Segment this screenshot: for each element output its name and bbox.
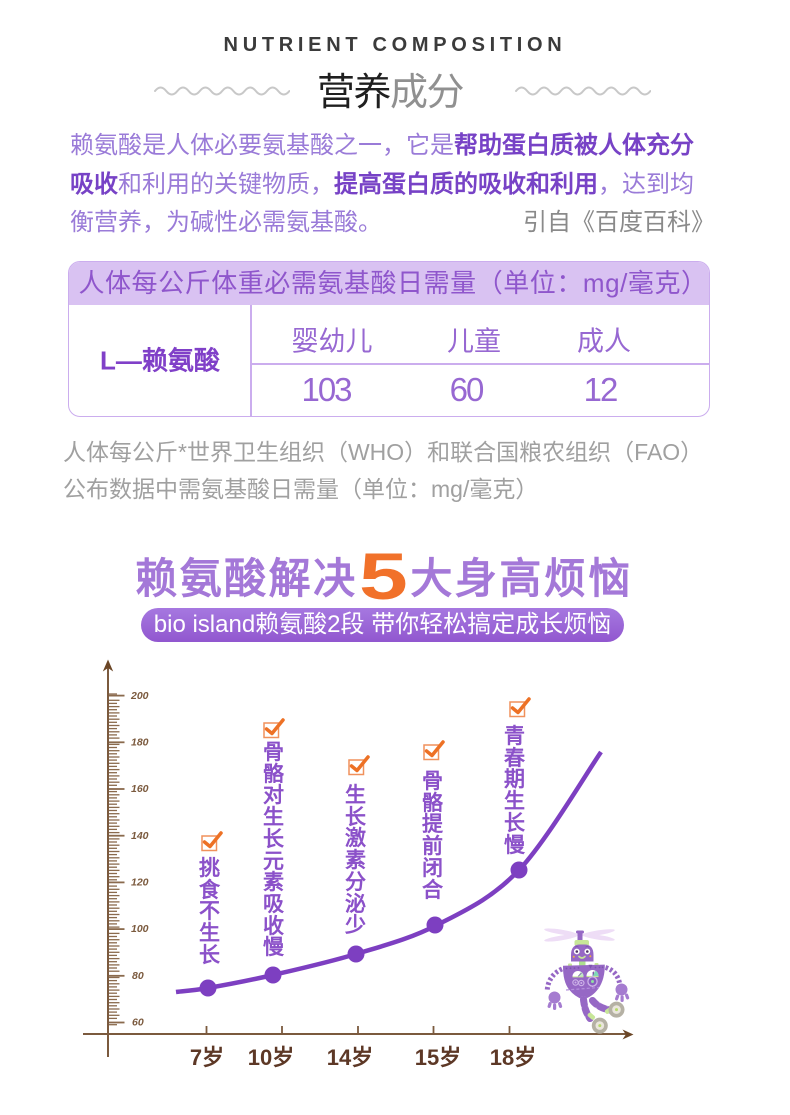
svg-text:120: 120 bbox=[131, 877, 149, 889]
svg-text:15岁: 15岁 bbox=[415, 1045, 461, 1070]
svg-text:100: 100 bbox=[131, 923, 149, 935]
svg-text:160: 160 bbox=[131, 783, 149, 795]
svg-text:14岁: 14岁 bbox=[327, 1045, 373, 1070]
svg-text:18岁: 18岁 bbox=[490, 1045, 536, 1070]
svg-text:140: 140 bbox=[131, 830, 149, 842]
svg-text:10岁: 10岁 bbox=[248, 1045, 294, 1070]
svg-text:7岁: 7岁 bbox=[190, 1045, 224, 1070]
svg-text:200: 200 bbox=[130, 690, 149, 702]
svg-text:80: 80 bbox=[132, 970, 144, 982]
svg-text:180: 180 bbox=[131, 736, 149, 748]
svg-text:60: 60 bbox=[132, 1017, 144, 1029]
